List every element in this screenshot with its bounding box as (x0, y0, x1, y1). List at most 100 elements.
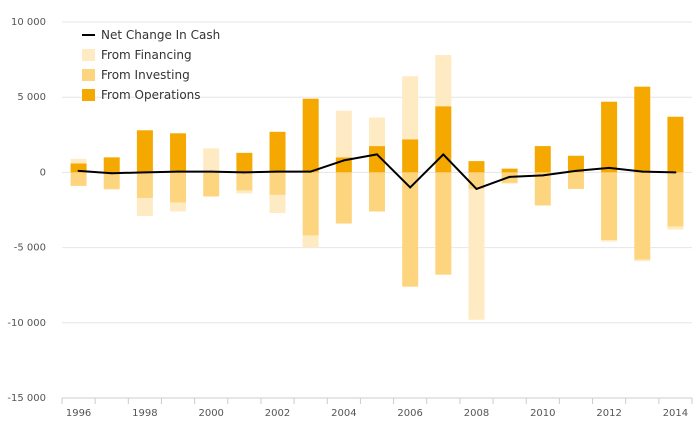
bar-from-financing-2012 (601, 240, 618, 242)
x-tick-label: 1996 (66, 408, 91, 419)
bar-from-financing-2005 (369, 117, 385, 147)
bar-from-investing-2000 (203, 172, 220, 197)
net-change-point-2004 (342, 159, 345, 162)
net-line (77, 153, 677, 190)
bar-from-investing-2007 (435, 172, 452, 275)
x-axis: 1996 1998 2000 2002 2004 2006 2008 2010 2012 2014 (61, 397, 693, 419)
net-change-point-2003 (309, 170, 312, 173)
bar-from-operations-2005 (369, 146, 385, 173)
bar-from-operations-1997 (103, 157, 120, 173)
net-change-point-2000 (210, 170, 213, 173)
bar-from-investing-2006 (402, 172, 419, 287)
x-tick-label: 2008 (464, 408, 489, 419)
bar-from-financing-2000 (203, 148, 220, 171)
bar-from-investing-2004 (335, 172, 352, 224)
legend: Net Change In Cash From Financing From Inv… (82, 28, 220, 102)
bar-from-financing-2001 (236, 190, 253, 194)
bar-from-operations-2009 (501, 168, 518, 173)
bar-from-investing-2012 (601, 172, 618, 241)
y-tick-label: 0 (40, 167, 46, 178)
bar-from-operations-2010 (534, 146, 551, 173)
bar-from-investing-1996 (70, 172, 87, 186)
bars (70, 55, 684, 320)
bar-from-operations-1998 (136, 130, 153, 173)
bar-from-financing-1999 (170, 202, 187, 212)
bar-from-operations-2013 (634, 86, 651, 173)
x-tick-label: 2006 (397, 408, 422, 419)
legend-swatch (82, 49, 95, 61)
y-tick-label: -15 000 (7, 393, 46, 404)
net-change-point-1997 (110, 172, 113, 175)
net-change-point-1996 (77, 169, 80, 172)
y-axis-ticks: 10 000 5 000 0 -5 000 -10 000 -15 000 (7, 17, 46, 404)
y-tick-label: 5 000 (17, 92, 46, 103)
x-tick-label: 2002 (265, 408, 290, 419)
bar-from-operations-2011 (567, 155, 584, 173)
legend-label: Net Change In Cash (101, 28, 220, 42)
net-change-point-1998 (143, 171, 146, 174)
bar-from-operations-1999 (170, 133, 187, 173)
bar-from-financing-2002 (269, 194, 286, 214)
bar-from-financing-2014 (667, 226, 684, 230)
bar-from-operations-2014 (667, 116, 684, 173)
bar-from-investing-2013 (634, 172, 651, 260)
x-tick-label: 2010 (530, 408, 555, 419)
net-change-point-2012 (608, 166, 611, 169)
bar-from-investing-2002 (269, 172, 286, 195)
bar-from-investing-2001 (236, 172, 253, 191)
bar-from-financing-1998 (136, 197, 153, 217)
bar-from-operations-2008 (468, 161, 485, 173)
bar-from-financing-2008 (468, 188, 485, 320)
bar-from-operations-2003 (302, 98, 319, 173)
bar-from-investing-2003 (302, 172, 319, 236)
bar-from-investing-2010 (534, 172, 551, 206)
x-tick-label: 2014 (663, 408, 688, 419)
bar-from-operations-2007 (435, 106, 452, 173)
bar-from-operations-2002 (269, 131, 286, 173)
legend-label: From Operations (101, 88, 201, 102)
bar-from-financing-2003 (302, 235, 319, 248)
bar-from-operations-1996 (70, 163, 87, 173)
legend-swatch (82, 89, 95, 101)
y-tick-label: -5 000 (14, 243, 46, 254)
net-change-point-2013 (641, 170, 644, 173)
net-change-point-2002 (276, 170, 279, 173)
bar-from-financing-2007 (435, 55, 452, 107)
bar-from-financing-1997 (103, 188, 120, 190)
bar-from-investing-2011 (567, 172, 584, 189)
bar-from-investing-2014 (667, 172, 684, 227)
net-change-point-2011 (574, 169, 577, 172)
bar-from-investing-1999 (170, 172, 187, 203)
net-change-point-2005 (376, 153, 378, 156)
bar-from-financing-1996 (70, 158, 87, 164)
legend-swatch (82, 69, 95, 81)
net-change-point-2009 (508, 175, 511, 178)
net-change-point-2007 (442, 153, 445, 156)
x-tick-label: 2004 (331, 408, 356, 419)
y-tick-label: 10 000 (11, 17, 46, 28)
net-change-point-2006 (409, 186, 412, 189)
bar-from-financing-2011 (567, 155, 584, 156)
bar-from-investing-1998 (136, 172, 153, 198)
legend-label: From Investing (101, 68, 190, 82)
x-tick-label: 1998 (132, 408, 157, 419)
net-change-point-2010 (541, 174, 544, 177)
y-tick-label: -10 000 (7, 318, 46, 329)
bar-from-investing-1997 (103, 172, 120, 189)
bar-from-financing-2004 (335, 110, 352, 158)
net-change-point-2001 (243, 171, 246, 174)
bar-from-operations-2006 (402, 139, 419, 173)
bar-from-financing-2006 (402, 76, 419, 140)
bar-from-financing-2013 (634, 259, 651, 262)
x-tick-label: 2000 (198, 408, 223, 419)
net-change-point-2014 (674, 171, 677, 174)
net-change-point-1999 (177, 170, 180, 173)
x-tick-label: 2012 (596, 408, 621, 419)
bar-from-operations-2001 (236, 152, 253, 173)
bar-from-operations-2012 (601, 101, 618, 173)
net-change-point-2008 (475, 187, 478, 190)
legend-label: From Financing (101, 48, 192, 62)
bar-from-investing-2005 (369, 172, 385, 212)
bar-from-financing-2009 (501, 182, 518, 184)
